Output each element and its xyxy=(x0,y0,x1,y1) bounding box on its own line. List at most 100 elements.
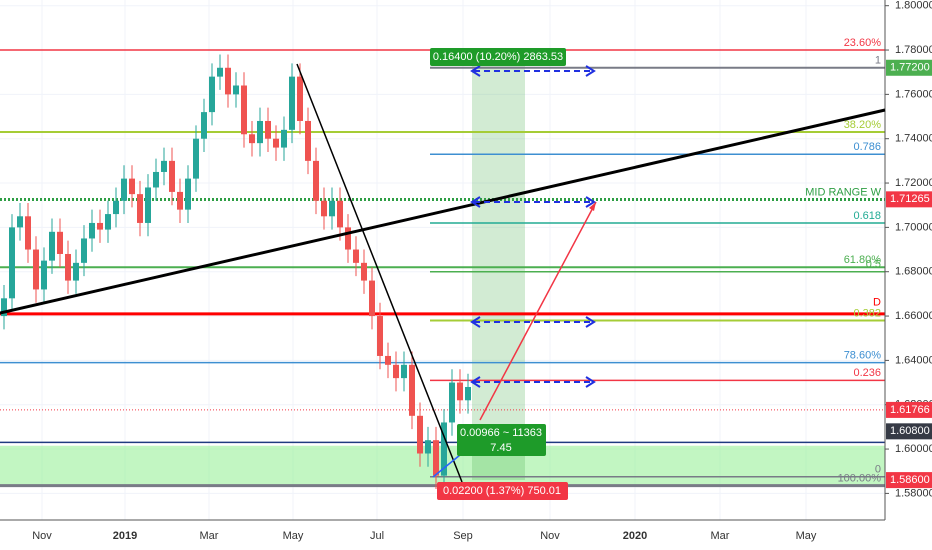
x-tick-label: Nov xyxy=(32,530,52,542)
y-tick-label: 1.60000 xyxy=(895,443,932,455)
candle-body xyxy=(97,222,103,230)
candle-body xyxy=(201,112,207,139)
candle-body xyxy=(393,364,399,379)
annotation: 0.02200 (1.37%) 750.01 xyxy=(443,485,561,497)
candle-body xyxy=(289,76,295,130)
y-tick-label: 1.78000 xyxy=(895,44,932,56)
candle-body xyxy=(361,262,367,281)
candle-body xyxy=(425,440,431,454)
annotation: 0.16400 (10.20%) 2863.53 xyxy=(433,51,563,63)
level-label: 0.382 xyxy=(853,307,881,319)
candle-body xyxy=(185,178,191,210)
level-label: 23.60% xyxy=(844,37,882,49)
candle-body xyxy=(217,67,223,77)
arrow-head xyxy=(585,376,596,388)
candle-body xyxy=(41,260,47,290)
annotation-box xyxy=(437,482,568,500)
candle-body xyxy=(441,422,447,476)
candle-body xyxy=(241,85,247,135)
candle-body xyxy=(321,200,327,217)
candle-body xyxy=(153,171,159,188)
candle-body xyxy=(249,134,255,144)
candle-body xyxy=(417,415,423,454)
level-label: 100.00% xyxy=(838,473,882,485)
x-tick-label: Nov xyxy=(540,530,560,542)
price-tag-label: 1.61766 xyxy=(890,404,930,416)
candle-body xyxy=(121,178,127,201)
candle-body xyxy=(225,67,231,95)
y-tick-label: 1.74000 xyxy=(895,133,932,145)
y-tick-label: 1.58000 xyxy=(895,487,932,499)
trend-line xyxy=(296,63,463,483)
price-tag xyxy=(886,191,932,208)
y-tick-label: 1.80000 xyxy=(895,0,932,12)
candle-body xyxy=(353,249,359,263)
price-tag-label: 1.58600 xyxy=(890,474,930,486)
x-tick-label: Sep xyxy=(453,530,473,542)
candle-body xyxy=(129,178,135,195)
candle-body xyxy=(145,187,151,223)
price-tag-label: 1.77200 xyxy=(890,62,930,74)
candle-body xyxy=(305,120,311,161)
arrow-head xyxy=(470,376,481,388)
price-tag xyxy=(886,423,932,440)
level-label: 0 xyxy=(875,464,881,476)
trend-line xyxy=(432,454,461,478)
candle-body xyxy=(233,85,239,95)
y-tick-label: 1.68000 xyxy=(895,266,932,278)
level-label: 0.5 xyxy=(866,259,881,271)
candle-body xyxy=(1,298,7,317)
candle-body xyxy=(65,253,71,281)
annotation: 7.45 xyxy=(490,442,511,454)
level-label: 0.618 xyxy=(853,210,881,222)
y-tick-label: 1.64000 xyxy=(895,354,932,366)
price-tag xyxy=(886,59,932,76)
x-tick-label: 2019 xyxy=(113,530,137,542)
arrow-head xyxy=(470,196,481,208)
candle-body xyxy=(33,249,39,290)
price-tag xyxy=(886,472,932,489)
candle-body xyxy=(25,216,31,250)
arrow-head xyxy=(470,65,481,77)
candle-body xyxy=(193,138,199,179)
level-label: 0.786 xyxy=(853,141,881,153)
arrow-head xyxy=(589,202,596,211)
level-label: D xyxy=(873,297,881,309)
candle-body xyxy=(449,382,455,423)
candle-body xyxy=(177,191,183,210)
candle-body xyxy=(297,76,303,121)
level-label: 1 xyxy=(875,55,881,67)
price-tag-label: 1.60800 xyxy=(890,425,930,437)
y-tick-label: 1.66000 xyxy=(895,310,932,322)
level-label: 61.80% xyxy=(844,254,882,266)
arrow-head xyxy=(470,316,481,328)
candle-body xyxy=(257,120,263,144)
candle-body xyxy=(377,316,383,356)
candle-body xyxy=(265,120,271,139)
y-tick-label: 1.76000 xyxy=(895,88,932,100)
candle-body xyxy=(89,222,95,239)
candle-body xyxy=(169,160,175,192)
x-tick-label: Mar xyxy=(711,530,730,542)
candle-body xyxy=(113,200,119,215)
price-tag-label: 1.71265 xyxy=(890,193,930,205)
x-tick-label: Jul xyxy=(370,530,384,542)
x-tick-label: 2020 xyxy=(623,530,647,542)
candle-body xyxy=(49,231,55,261)
x-tick-label: Mar xyxy=(200,530,219,542)
annotation-box xyxy=(430,48,566,66)
candle-body xyxy=(273,138,279,148)
candle-body xyxy=(81,238,87,263)
arrow-head xyxy=(585,196,596,208)
projection-arrow xyxy=(479,201,597,421)
candle-body xyxy=(137,194,143,223)
candle-body xyxy=(369,280,375,317)
candle-body xyxy=(465,386,471,401)
level-label: 38.20% xyxy=(844,119,882,131)
candle-body xyxy=(457,382,463,401)
arrow-head xyxy=(585,65,596,77)
candle-body xyxy=(345,227,351,250)
candle-body xyxy=(105,214,111,230)
candle-body xyxy=(9,227,15,299)
candle-body xyxy=(337,200,343,228)
